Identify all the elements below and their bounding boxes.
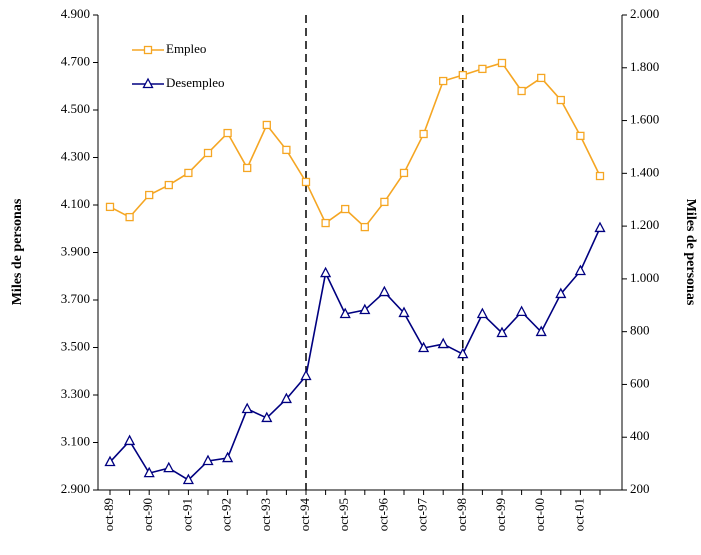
y-tick-label: 4.500 — [61, 101, 90, 116]
point — [222, 451, 234, 463]
point — [105, 202, 115, 212]
point — [497, 58, 507, 68]
point — [143, 466, 155, 478]
point — [280, 392, 292, 404]
legend-label: Desempleo — [166, 75, 224, 90]
x-tick-label: oct-00 — [532, 498, 547, 531]
point — [202, 454, 214, 466]
point — [418, 341, 430, 353]
point — [203, 148, 213, 158]
x-tick-label: oct-01 — [571, 498, 586, 531]
point — [145, 190, 154, 200]
point — [478, 64, 487, 74]
y2-tick-label: 1.600 — [630, 112, 659, 127]
point — [458, 70, 467, 80]
x-tick-label: oct-89 — [101, 498, 116, 531]
x-tick-label: oct-93 — [258, 498, 273, 531]
x-tick-label: oct-97 — [415, 498, 430, 532]
y-tick-label: 3.100 — [61, 433, 90, 448]
y2-tick-label: 1.000 — [630, 270, 659, 285]
y-tick-label: 2.900 — [61, 481, 90, 496]
y-tick-label: 3.700 — [61, 291, 90, 306]
y2-tick-label: 200 — [630, 481, 650, 496]
x-tick-label: oct-90 — [140, 498, 155, 531]
point — [262, 120, 271, 130]
x-tick-label: oct-91 — [179, 498, 194, 531]
point — [243, 163, 252, 173]
y2-tick-label: 800 — [630, 323, 650, 338]
y-axis-label: Miles de personas — [10, 198, 25, 305]
point — [399, 168, 409, 178]
point — [537, 73, 546, 83]
point — [360, 222, 369, 232]
y-tick-label: 4.100 — [61, 196, 90, 211]
y2-tick-label: 1.400 — [630, 164, 659, 179]
point — [341, 204, 350, 214]
point — [556, 95, 565, 105]
x-tick-label: oct-96 — [375, 498, 390, 532]
point — [163, 461, 175, 473]
point — [223, 128, 232, 138]
point — [496, 326, 508, 338]
point — [457, 347, 469, 359]
point — [300, 369, 312, 381]
point — [282, 145, 291, 155]
y2-tick-label: 1.200 — [630, 217, 659, 232]
x-tick-label: oct-94 — [297, 498, 312, 532]
x-tick-label: oct-95 — [336, 498, 351, 531]
point — [437, 337, 449, 349]
point — [124, 434, 136, 446]
y2-tick-label: 2.000 — [630, 6, 659, 21]
point — [182, 473, 194, 485]
point — [380, 197, 389, 207]
y-tick-label: 4.900 — [61, 6, 90, 21]
point — [125, 212, 134, 222]
point — [535, 325, 547, 337]
point — [419, 129, 428, 139]
point — [516, 305, 528, 317]
point — [321, 218, 330, 228]
point — [320, 266, 332, 278]
point — [574, 264, 586, 276]
point — [555, 287, 567, 299]
point — [104, 455, 116, 467]
y-tick-label: 4.300 — [61, 148, 90, 163]
y-tick-label: 3.500 — [61, 338, 90, 353]
point — [398, 306, 410, 318]
point — [359, 303, 371, 315]
point — [143, 45, 153, 55]
point — [301, 177, 311, 187]
point — [378, 285, 390, 297]
legend-label: Empleo — [166, 41, 206, 56]
point — [439, 76, 448, 86]
y2-tick-label: 1.800 — [630, 59, 659, 74]
x-tick-label: oct-99 — [493, 498, 508, 531]
y-tick-label: 3.900 — [61, 243, 90, 258]
y-tick-label: 3.300 — [61, 386, 90, 401]
point — [594, 221, 606, 233]
point — [576, 131, 585, 141]
point — [164, 180, 173, 190]
y-tick-label: 4.700 — [61, 53, 90, 68]
point — [595, 171, 605, 181]
point — [476, 307, 488, 319]
point — [339, 307, 351, 319]
y2-tick-label: 600 — [630, 375, 650, 390]
point — [517, 86, 526, 96]
point — [184, 168, 193, 178]
point — [261, 411, 273, 423]
x-tick-label: oct-98 — [454, 498, 469, 531]
x-tick-label: oct-92 — [219, 498, 234, 531]
point — [241, 402, 253, 414]
y2-axis-label: Miles de personas — [683, 199, 698, 306]
y2-tick-label: 400 — [630, 428, 650, 443]
series-line — [109, 227, 601, 481]
point — [142, 77, 154, 89]
